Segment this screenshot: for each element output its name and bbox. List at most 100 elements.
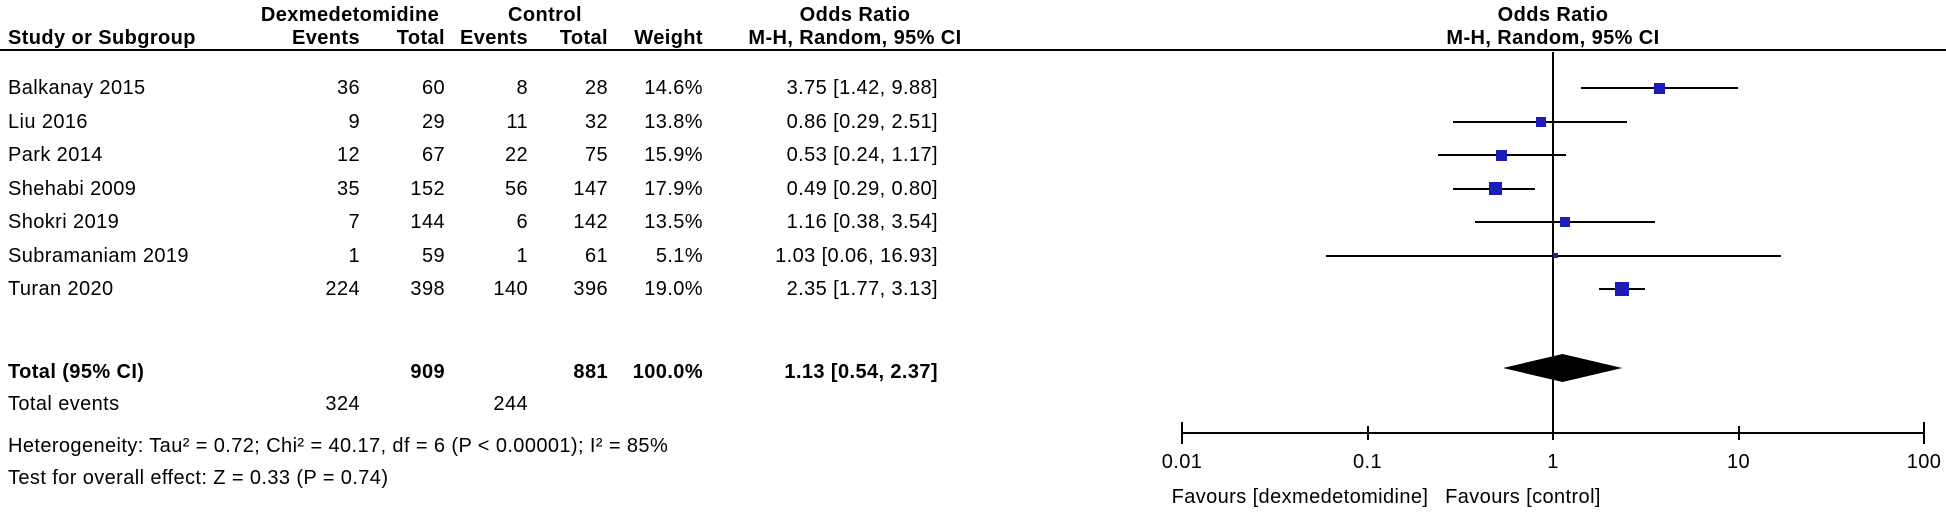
axis-tick (1366, 426, 1369, 440)
plot-title-odds-ratio: Odds Ratio (1497, 4, 1609, 26)
study-name: Shokri 2019 (8, 211, 120, 233)
events-dex-cell: 1 (348, 244, 360, 267)
total-dex-cell: 152 (410, 177, 445, 200)
total-ctl-n: 881 (573, 361, 608, 383)
axis-tick-label: 0.01 (1161, 451, 1203, 473)
or-marker (1496, 149, 1508, 161)
overall-effect-text: Test for overall effect: Z = 0.33 (P = 0… (8, 467, 389, 489)
total-ctl-cell: 142 (573, 211, 608, 233)
column-header-events-dex: Events (292, 27, 360, 49)
column-header-weight: Weight (634, 27, 703, 49)
weight-cell: 13.5% (644, 211, 703, 233)
column-group-control: Control (508, 4, 582, 26)
total-ctl-cell: 61 (584, 244, 608, 267)
total-ctl-cell: 147 (573, 177, 608, 200)
events-dex-cell: 224 (325, 278, 360, 300)
or-marker (1535, 116, 1546, 127)
or-marker (1614, 282, 1629, 296)
study-name: Park 2014 (8, 144, 103, 166)
axis-tick (1923, 422, 1925, 444)
total-ctl-cell: 75 (584, 144, 608, 166)
or-ci-text-cell: 0.49 [0.29, 0.80] (786, 177, 938, 200)
axis-tick-label: 100 (1906, 451, 1942, 473)
total-events-dex: 324 (325, 393, 360, 415)
total-ctl-cell: 32 (584, 110, 608, 133)
total-events-row: Total events 324 244 (0, 387, 1000, 421)
or-marker (1559, 217, 1570, 227)
or-marker (1489, 182, 1503, 195)
study-row: Turan 2020 224 398 140 396 19.0% 2.35 [1… (0, 272, 1000, 306)
study-name: Liu 2016 (8, 110, 88, 133)
study-name: Shehabi 2009 (8, 177, 137, 200)
column-header-total-dex: Total (396, 27, 445, 49)
total-label: Total (95% CI) (8, 361, 145, 383)
events-ctl-cell: 1 (516, 244, 528, 267)
events-ctl-cell: 8 (516, 77, 528, 99)
axis-tick (1181, 422, 1183, 444)
axis-tick (1552, 426, 1554, 440)
events-dex-cell: 12 (336, 144, 360, 166)
events-ctl-cell: 11 (506, 110, 528, 133)
column-header-total-ctl: Total (559, 27, 608, 49)
column-group-dexmedetomidine: Dexmedetomidine (260, 4, 440, 26)
weight-cell: 15.9% (644, 144, 703, 166)
or-marker (1552, 253, 1558, 258)
column-header-study: Study or Subgroup (8, 27, 196, 49)
plot-header-mh-ci: M-H, Random, 95% CI (1446, 27, 1660, 49)
study-name: Turan 2020 (8, 278, 114, 300)
events-dex-cell: 9 (348, 110, 360, 133)
weight-cell: 14.6% (644, 77, 703, 99)
events-ctl-cell: 56 (504, 177, 528, 200)
pooled-diamond (1503, 354, 1623, 382)
or-ci-text-cell: 1.16 [0.38, 3.54] (786, 211, 938, 233)
axis-tick (1737, 426, 1740, 440)
study-row: Shokri 2019 7 144 6 142 13.5% 1.16 [0.38… (0, 205, 1000, 239)
study-row: Park 2014 12 67 22 75 15.9% 0.53 [0.24, … (0, 138, 1000, 172)
study-name: Subramaniam 2019 (8, 244, 189, 267)
events-ctl-cell: 22 (504, 144, 528, 166)
total-events-ctl: 244 (493, 393, 528, 415)
total-ctl-cell: 28 (584, 77, 608, 99)
total-dex-n: 909 (410, 361, 445, 383)
total-ctl-cell: 396 (573, 278, 608, 300)
column-header-mh-ci: M-H, Random, 95% CI (748, 27, 962, 49)
events-ctl-cell: 6 (516, 211, 528, 233)
events-dex-cell: 7 (348, 211, 360, 233)
total-weight: 100.0% (632, 361, 703, 383)
total-dex-cell: 144 (410, 211, 445, 233)
weight-cell: 5.1% (655, 244, 703, 267)
or-ci-text-cell: 2.35 [1.77, 3.13] (786, 278, 938, 300)
total-events-label: Total events (8, 393, 120, 415)
study-row: Shehabi 2009 35 152 56 147 17.9% 0.49 [0… (0, 172, 1000, 206)
total-dex-cell: 59 (421, 244, 445, 267)
total-dex-cell: 29 (421, 110, 445, 133)
or-ci-text-cell: 3.75 [1.42, 9.88] (786, 77, 938, 99)
favours-right-label: Favours [control] (1445, 486, 1601, 508)
column-group-odds-ratio: Odds Ratio (799, 4, 911, 26)
heterogeneity-text: Heterogeneity: Tau² = 0.72; Chi² = 40.17… (8, 435, 669, 457)
total-row: Total (95% CI) 909 881 100.0% 1.13 [0.54… (0, 355, 1000, 389)
or-ci-text-cell: 1.03 [0.06, 16.93] (775, 244, 938, 267)
total-or-ci-text: 1.13 [0.54, 2.37] (784, 361, 938, 383)
or-ci-text-cell: 0.86 [0.29, 2.51] (786, 110, 938, 133)
axis-tick-label: 0.1 (1352, 451, 1383, 473)
study-row: Balkanay 2015 36 60 8 28 14.6% 3.75 [1.4… (0, 71, 1000, 105)
events-ctl-cell: 140 (493, 278, 528, 300)
weight-cell: 19.0% (644, 278, 703, 300)
weight-cell: 13.8% (644, 110, 703, 133)
column-header-events-ctl: Events (460, 27, 528, 49)
favours-left-label: Favours [dexmedetomidine] (1171, 486, 1429, 508)
or-marker (1653, 82, 1665, 94)
events-dex-cell: 36 (336, 77, 360, 99)
total-dex-cell: 60 (421, 77, 445, 99)
or-ci-text-cell: 0.53 [0.24, 1.17] (786, 144, 938, 166)
study-row: Subramaniam 2019 1 59 1 61 5.1% 1.03 [0.… (0, 239, 1000, 273)
axis-tick-label: 10 (1726, 451, 1751, 473)
header-divider (0, 49, 1946, 51)
line-of-no-effect (1552, 52, 1554, 433)
total-dex-cell: 67 (421, 144, 445, 166)
study-row: Liu 2016 9 29 11 32 13.8% 0.86 [0.29, 2.… (0, 105, 1000, 139)
weight-cell: 17.9% (644, 177, 703, 200)
events-dex-cell: 35 (336, 177, 360, 200)
